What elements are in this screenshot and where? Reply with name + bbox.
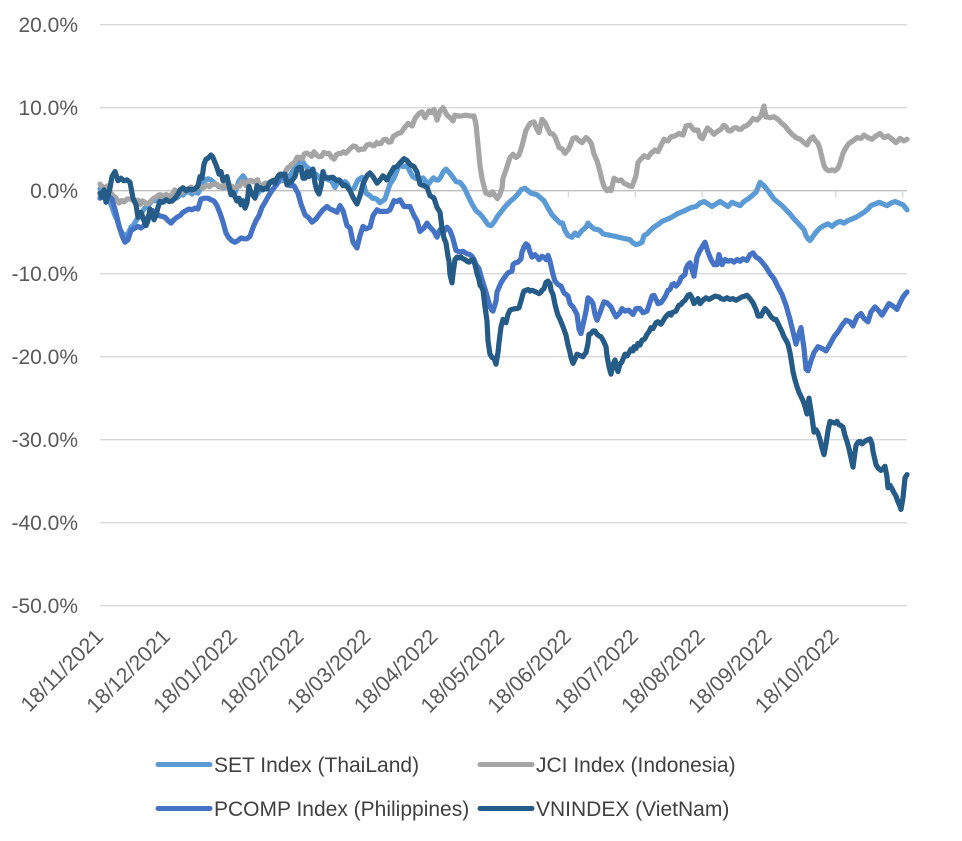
svg-text:10.0%: 10.0%: [18, 97, 78, 120]
svg-text:-40.0%: -40.0%: [11, 512, 78, 535]
svg-text:PCOMP Index (Philippines): PCOMP Index (Philippines): [214, 798, 469, 821]
svg-text:-10.0%: -10.0%: [11, 263, 78, 286]
svg-text:-20.0%: -20.0%: [11, 346, 78, 369]
svg-text:SET Index (ThaiLand): SET Index (ThaiLand): [214, 754, 419, 777]
svg-text:JCI Index (Indonesia): JCI Index (Indonesia): [536, 754, 736, 777]
svg-text:0.0%: 0.0%: [30, 180, 78, 203]
svg-text:VNINDEX (VietNam): VNINDEX (VietNam): [536, 798, 729, 821]
svg-text:20.0%: 20.0%: [18, 14, 78, 37]
svg-text:-50.0%: -50.0%: [11, 595, 78, 618]
svg-text:-30.0%: -30.0%: [11, 429, 78, 452]
